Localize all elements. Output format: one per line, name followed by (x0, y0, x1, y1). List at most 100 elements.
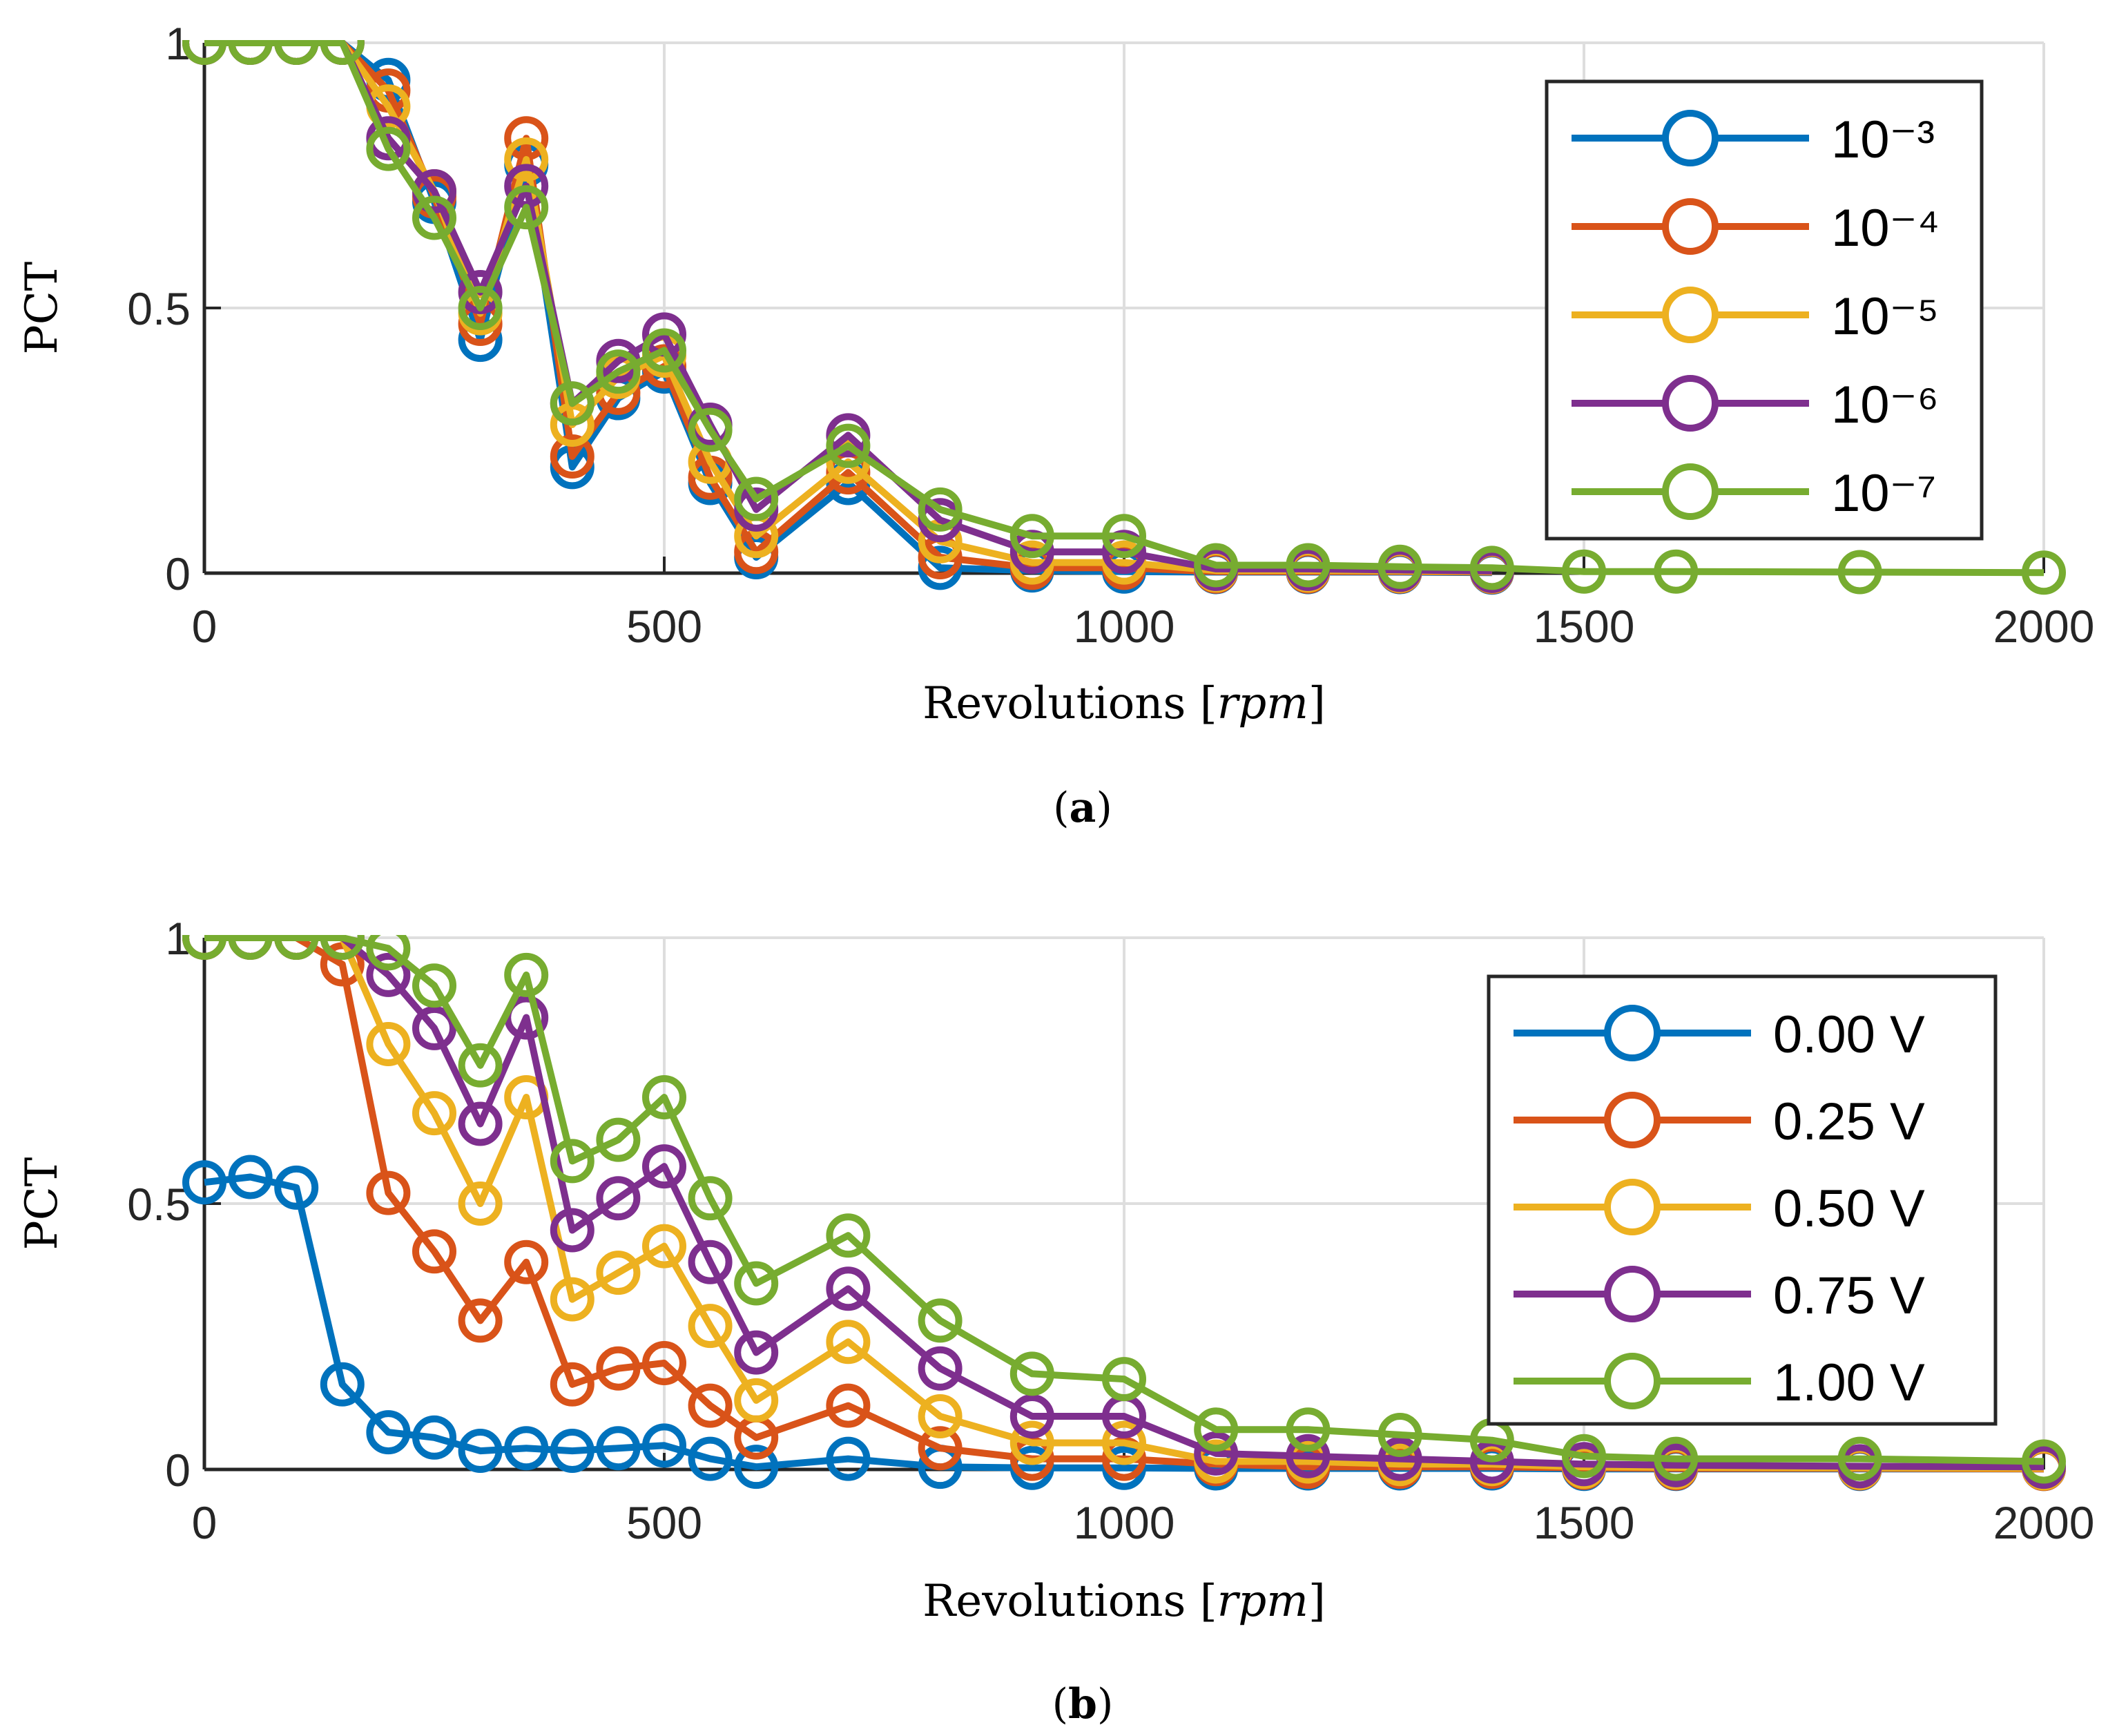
x-axis-label-bracket-close: ] (1308, 678, 1326, 729)
legend-entry-label: 10⁻⁴ (1831, 199, 1940, 258)
data-point (366, 1170, 411, 1215)
y-axis-label: PCT (17, 1157, 68, 1250)
legend-marker (1604, 1353, 1661, 1409)
data-point (458, 1298, 503, 1343)
data-point (1194, 543, 1239, 588)
x-tick-label: 1500 (1534, 1497, 1635, 1548)
x-axis-label-text: Revolutions (922, 1576, 1200, 1627)
data-point (642, 1144, 686, 1189)
data-point (458, 286, 503, 330)
series-line-4 (204, 935, 2044, 1465)
x-tick-label: 2000 (1993, 601, 2095, 652)
data-point (918, 487, 963, 532)
data-point (1469, 546, 1514, 590)
data-point (366, 935, 411, 971)
legend-box (1545, 79, 1984, 541)
data-point (826, 1213, 871, 1258)
x-tick-label: 0 (192, 601, 218, 652)
data-point (1286, 1434, 1331, 1478)
data-point (642, 1423, 686, 1468)
data-point (458, 1182, 503, 1226)
data-point (826, 1383, 871, 1428)
data-point (458, 1429, 503, 1474)
legend-entry-label: 0.50 V (1773, 1179, 1925, 1238)
data-point (1654, 549, 1699, 594)
data-point (1378, 1436, 1422, 1481)
data-point (366, 1410, 411, 1455)
data-point (688, 1383, 733, 1428)
legend-entry-label: 10⁻⁵ (1831, 287, 1939, 346)
data-point (412, 1005, 456, 1050)
data-point (1194, 1407, 1239, 1452)
x-tick-label: 1500 (1534, 601, 1635, 652)
y-tick-label: 0.5 (127, 1179, 191, 1230)
data-point (228, 935, 273, 960)
data-point (734, 1330, 779, 1375)
y-tick-label: 0 (165, 548, 191, 599)
data-point (228, 1155, 273, 1199)
data-point (366, 126, 411, 171)
data-point (504, 1240, 549, 1284)
legend: 0.00 V 0.25 V 0.50 V 0.75 V 1.00 V (1487, 974, 1998, 1426)
data-point (1562, 1434, 1606, 1478)
x-axis-label: Revolutions [rpm] (922, 1576, 1326, 1627)
legend-marker (1604, 1179, 1661, 1235)
data-point (918, 1298, 963, 1343)
data-point (688, 1176, 733, 1221)
data-point (320, 1362, 365, 1407)
legend-marker (1662, 110, 1719, 166)
data-point (1562, 549, 1606, 594)
data-point (1102, 514, 1146, 559)
x-axis-label-bracket-close: ] (1308, 1576, 1326, 1627)
data-point (596, 349, 641, 394)
x-tick-label: 1000 (1074, 1497, 1175, 1548)
data-point (550, 381, 594, 426)
panel-caption: (a) (1053, 784, 1112, 832)
data-point (412, 1229, 456, 1274)
data-point (596, 1346, 641, 1391)
x-tick-label: 500 (626, 601, 702, 652)
data-point (734, 1261, 779, 1306)
data-point (1009, 1394, 1054, 1438)
data-point (550, 1429, 594, 1474)
data-point (412, 963, 456, 1008)
data-point (320, 935, 365, 960)
legend-marker (1662, 463, 1719, 520)
data-point (918, 1426, 963, 1471)
data-point (274, 935, 319, 960)
data-point (550, 1277, 594, 1322)
legend-box (1487, 974, 1998, 1426)
caption-paren-open: ( (1052, 1680, 1068, 1728)
data-point (642, 1224, 686, 1269)
y-tick-label: 0.5 (127, 283, 191, 334)
data-point (826, 423, 871, 468)
caption-paren-close: ) (1097, 1680, 1113, 1728)
series-layer (182, 935, 2066, 1492)
x-axis-label: Revolutions [rpm] (922, 678, 1326, 729)
data-point (688, 1240, 733, 1284)
x-tick-label: 0 (192, 1497, 218, 1548)
data-point (642, 328, 686, 373)
legend-entry-label: 0.25 V (1773, 1092, 1925, 1151)
data-point (688, 1304, 733, 1349)
x-axis-label-unit: rpm (1217, 678, 1308, 729)
data-point (1837, 1436, 1882, 1481)
x-tick-label: 2000 (1993, 1497, 2095, 1548)
data-point (1378, 1412, 1422, 1457)
legend-entry-label: 0.75 V (1773, 1266, 1925, 1325)
data-point (1009, 1351, 1054, 1396)
legend-marker (1604, 1005, 1661, 1061)
x-tick-label: 500 (626, 1497, 702, 1548)
data-point (642, 1075, 686, 1119)
caption-paren-open: ( (1053, 784, 1069, 832)
data-point (182, 40, 226, 65)
data-point (2022, 1439, 2066, 1484)
data-point (182, 935, 226, 960)
data-point (458, 1101, 503, 1146)
legend-marker (1662, 375, 1719, 432)
data-point (228, 40, 273, 65)
data-point (550, 1139, 594, 1184)
data-point (826, 1320, 871, 1364)
